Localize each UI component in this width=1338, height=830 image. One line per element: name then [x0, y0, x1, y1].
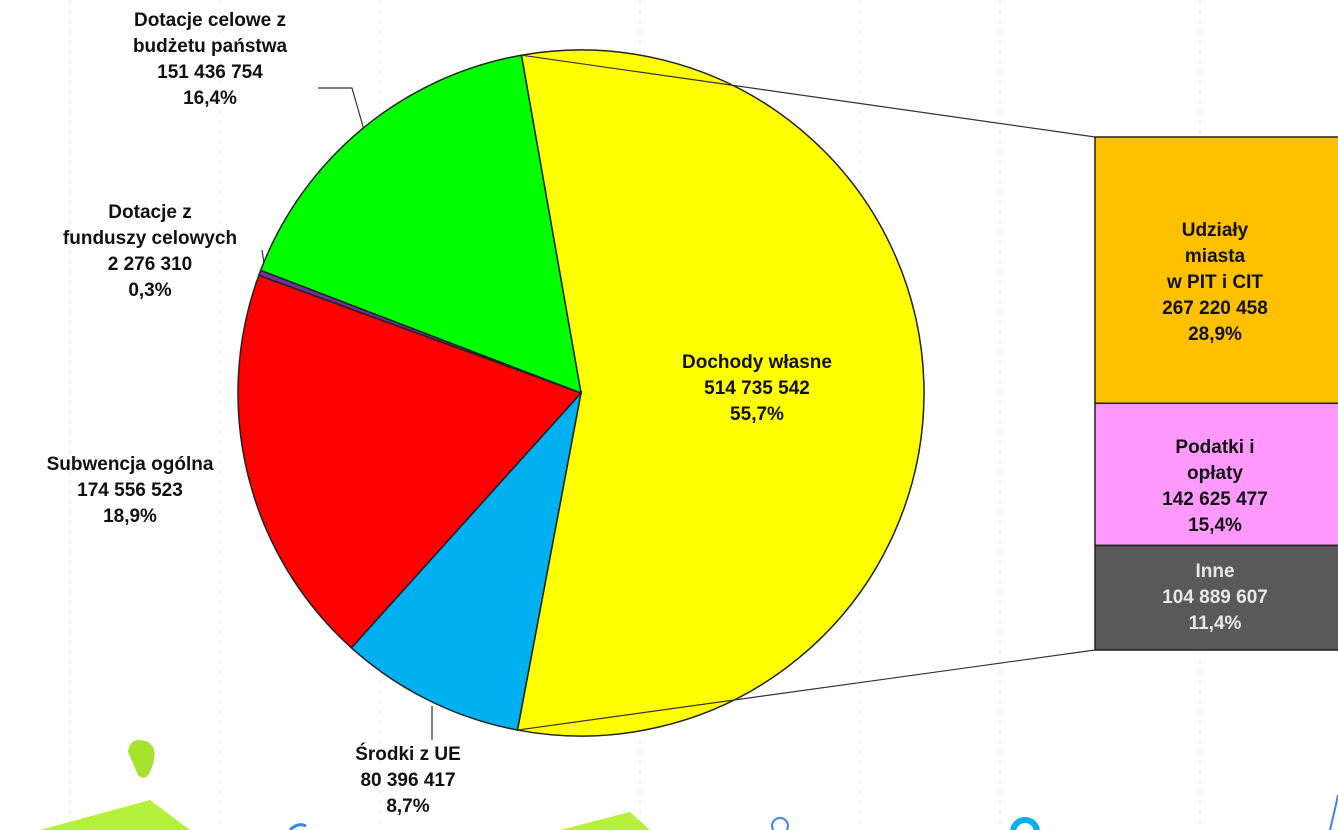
bar-label: Inne 104 889 607 11,4%	[1162, 559, 1268, 637]
bar-segment	[1094, 544, 1338, 651]
slice-label: Środki z UE 80 396 417 8,7%	[355, 742, 461, 820]
label-percent: 11,4%	[1188, 612, 1242, 634]
slice-label: Dotacje z funduszy celowych 2 276 310 0,3%	[63, 200, 237, 304]
label-name: Środki z UE	[355, 744, 461, 765]
background-shapes	[40, 739, 1338, 830]
label-value: 104 889 607	[1162, 586, 1268, 608]
label-percent: 18,9%	[103, 506, 157, 527]
label-name: Dochody własne	[682, 352, 832, 373]
label-name: Dotacje z funduszy celowych	[62, 202, 238, 249]
pie-slice	[237, 274, 583, 649]
label-percent: 55,7%	[730, 404, 784, 425]
label-value: 514 735 542	[704, 378, 810, 399]
bar-segment	[1094, 136, 1338, 405]
label-name: Podatki i opłaty	[1175, 437, 1255, 485]
label-name: Subwencja ogólna	[46, 454, 214, 475]
label-percent: 15,4%	[1188, 515, 1242, 537]
connector-line	[517, 649, 1096, 731]
bar-label: Podatki i opłaty 142 625 477 15,4%	[1154, 435, 1277, 539]
label-percent: 0,3%	[128, 280, 172, 301]
label-value: 2 276 310	[107, 254, 193, 275]
label-name: Inne	[1195, 560, 1235, 582]
label-value: 151 436 754	[157, 62, 263, 83]
label-value: 80 396 417	[360, 770, 456, 791]
label-percent: 16,4%	[183, 88, 237, 109]
pie-slice	[350, 390, 583, 731]
slice-label: Subwencja ogólna 174 556 523 18,9%	[47, 452, 214, 530]
pie-slice	[259, 54, 582, 395]
label-name: Dotacje celowe z budżetu państwa	[132, 10, 288, 57]
connector-line	[521, 54, 1096, 138]
slice-label: Dotacje celowe z budżetu państwa 151 436 …	[133, 8, 287, 112]
bar-label: Udziały miasta w PIT i CIT 267 220 458 28,…	[1154, 218, 1277, 348]
label-value: 174 556 523	[77, 480, 183, 501]
label-value: 267 220 458	[1162, 298, 1268, 320]
label-percent: 28,9%	[1188, 324, 1242, 346]
label-value: 142 625 477	[1162, 489, 1268, 511]
label-percent: 8,7%	[386, 796, 430, 817]
pie-slice	[516, 49, 925, 737]
label-name: Udziały miasta w PIT i CIT	[1166, 220, 1264, 294]
slice-label: Dochody własne 514 735 542 55,7%	[682, 350, 832, 428]
